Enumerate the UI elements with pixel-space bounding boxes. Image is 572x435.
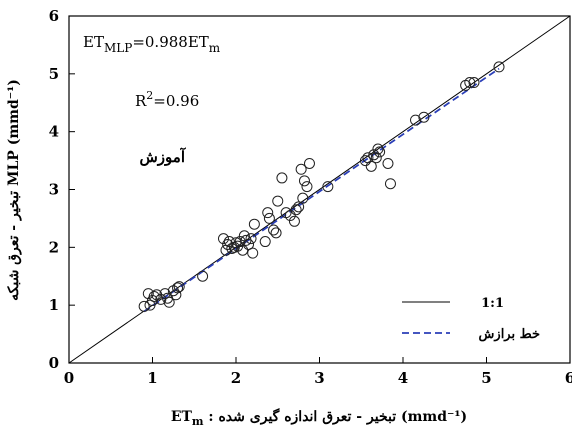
data-point (284, 210, 296, 222)
x-tick-label-0: 0 (64, 369, 74, 387)
data-point (259, 236, 271, 248)
x-tick-label-3: 3 (314, 369, 324, 387)
data-point (418, 111, 430, 123)
x-tick-label-6: 6 (565, 369, 572, 387)
data-point (382, 157, 394, 169)
data-point (243, 238, 255, 250)
y-axis-title: تبخیر - تعرق شبکه MLP (mmd⁻¹) (6, 79, 22, 301)
legend-label-1-1: 1:1 (481, 296, 504, 311)
y-tick-label-1: 1 (49, 296, 59, 314)
data-point (138, 300, 150, 312)
data-point (148, 290, 160, 302)
equation-annotation: ETMLP=0.988ETm (83, 33, 221, 55)
data-point (238, 230, 250, 242)
data-point (295, 163, 307, 175)
y-tick-label-2: 2 (49, 238, 59, 256)
data-point (468, 77, 480, 89)
data-point (173, 281, 185, 293)
data-point (365, 160, 377, 172)
data-point (172, 282, 184, 294)
x-axis-title: ETm : تبخیر - تعرق اندازه گیری شده (mmd⁻… (171, 408, 467, 428)
data-point (276, 172, 288, 184)
data-point (359, 155, 371, 167)
y-tick-label-6: 6 (49, 7, 59, 25)
data-point (248, 218, 260, 230)
data-point (237, 244, 249, 256)
data-point (288, 215, 300, 227)
y-tick-label-0: 0 (49, 354, 59, 372)
data-point (368, 149, 380, 161)
data-point (197, 270, 209, 282)
data-point (372, 143, 384, 155)
y-tick-label-3: 3 (49, 181, 59, 199)
legend-label-fit: خط برازش (479, 327, 540, 342)
x-tick-label-1: 1 (147, 369, 157, 387)
data-point (303, 157, 315, 169)
data-point (297, 192, 309, 204)
data-point (155, 293, 167, 305)
data-point (217, 233, 229, 245)
data-point (464, 77, 476, 89)
x-tick-label-4: 4 (398, 369, 408, 387)
data-point (262, 207, 274, 219)
data-point (234, 236, 246, 248)
data-point (263, 212, 275, 224)
training-phase-label: آموزش (139, 147, 186, 166)
x-tick-label-5: 5 (481, 369, 491, 387)
data-point (410, 114, 422, 126)
data-point (272, 195, 284, 207)
x-tick-label-2: 2 (231, 369, 241, 387)
data-point (298, 175, 310, 187)
data-point (247, 247, 259, 259)
data-point (268, 224, 280, 236)
legend: 1:1 خط برازش (402, 296, 540, 342)
y-tick-label-4: 4 (49, 123, 59, 141)
data-point (374, 146, 386, 158)
data-point (293, 201, 305, 213)
data-point (270, 227, 282, 239)
data-point (245, 233, 257, 245)
y-tick-label-5: 5 (49, 65, 59, 83)
data-point (493, 61, 505, 73)
data-point (163, 296, 175, 308)
data-point (322, 181, 334, 193)
data-point (370, 152, 382, 164)
data-point (384, 178, 396, 190)
data-point (301, 181, 313, 193)
data-point (290, 204, 302, 216)
r-squared-annotation: R2=0.96 (135, 89, 199, 110)
